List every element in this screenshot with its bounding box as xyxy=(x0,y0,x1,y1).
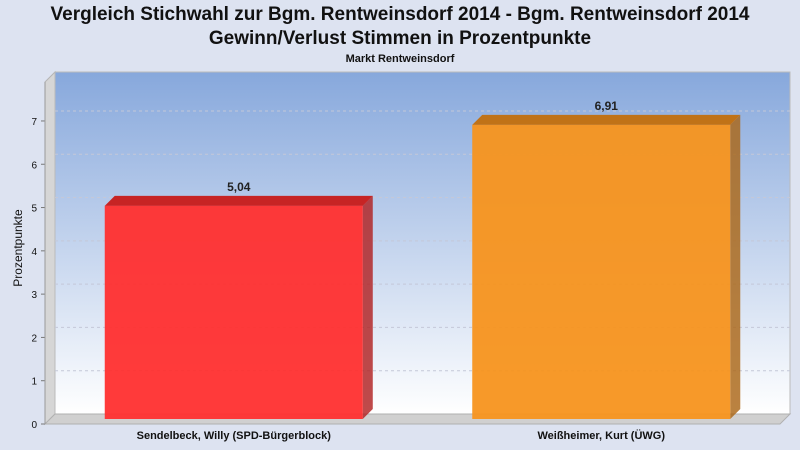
bar-top-face xyxy=(472,114,741,125)
y-tick-label: 3 xyxy=(31,290,37,301)
bar-side-shade xyxy=(730,114,741,420)
bar xyxy=(472,124,731,420)
bar-side-face xyxy=(730,114,741,420)
bar-top-face xyxy=(104,195,373,206)
y-tick-label: 2 xyxy=(31,333,37,344)
bar-value-label: 5,04 xyxy=(227,180,251,194)
y-tick-label: 0 xyxy=(31,420,37,431)
bar-side-shade xyxy=(362,195,373,419)
y-tick-label: 6 xyxy=(31,160,37,171)
plot-side-wall xyxy=(44,70,56,426)
x-category-label: Sendelbeck, Willy (SPD-Bürgerblock) xyxy=(137,430,332,442)
chart-subtitle: Markt Rentweinsdorf xyxy=(345,53,455,65)
y-tick-label: 5 xyxy=(31,204,37,215)
bar-value-label: 6,91 xyxy=(595,99,619,113)
chart-title-line-1: Vergleich Stichwahl zur Bgm. Rentweinsdo… xyxy=(50,4,750,25)
chart-title: Vergleich Stichwahl zur Bgm. Rentweinsdo… xyxy=(0,3,800,51)
x-category-label: Weißheimer, Kurt (ÜWG) xyxy=(537,429,665,442)
chart-title-line-2: Gewinn/Verlust Stimmen in Prozentpunkte xyxy=(208,28,592,49)
bar xyxy=(104,205,363,419)
y-tick-label: 7 xyxy=(31,117,37,128)
y-tick-label: 1 xyxy=(31,377,37,388)
y-tick-label: 4 xyxy=(31,247,37,258)
bar-side-face xyxy=(362,195,373,419)
bar-top-shade xyxy=(104,195,373,206)
bar-top-shade xyxy=(472,114,741,125)
